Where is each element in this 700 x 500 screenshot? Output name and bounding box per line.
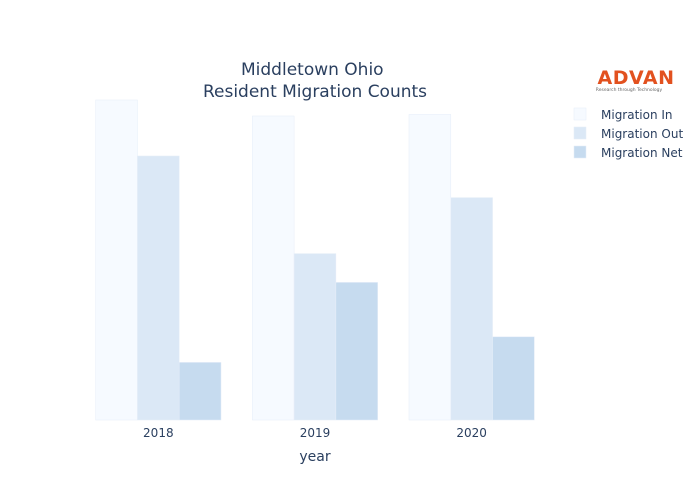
x-tick-label: 2019 xyxy=(300,426,331,440)
chart-title-line-2: Resident Migration Counts xyxy=(203,82,427,102)
bar-migration-net-2019[interactable] xyxy=(335,282,378,421)
bar-migration-out-2019[interactable] xyxy=(293,253,337,421)
legend[interactable]: Migration In Migration Out Migration Net xyxy=(573,107,683,160)
bar-migration-net-2020[interactable] xyxy=(492,336,535,421)
x-tick-label: 2020 xyxy=(456,426,487,440)
legend-label: Migration In xyxy=(601,108,673,122)
x-axis-title: year xyxy=(299,449,330,465)
legend-swatch xyxy=(573,107,587,121)
chart-title: Middletown Ohio Resident Migration Count… xyxy=(203,60,427,102)
legend-item-migration-in[interactable]: Migration In xyxy=(573,107,673,122)
legend-item-migration-out[interactable]: Migration Out xyxy=(573,126,683,141)
legend-swatch xyxy=(573,126,587,140)
legend-label: Migration Net xyxy=(601,146,683,160)
x-axis-ticks: 2018 2019 2020 xyxy=(143,426,487,440)
logo-name: ADVAN xyxy=(598,67,675,89)
bar-migration-in-2019[interactable] xyxy=(252,115,295,421)
bar-migration-net-2018[interactable] xyxy=(178,362,222,421)
logo-tagline: Research through Technology xyxy=(596,87,663,93)
bar-migration-out-2018[interactable] xyxy=(137,155,180,421)
legend-item-migration-net[interactable]: Migration Net xyxy=(573,145,683,160)
x-tick-label: 2018 xyxy=(143,426,174,440)
plot-area xyxy=(95,99,535,421)
legend-label: Migration Out xyxy=(601,127,683,141)
advan-logo: ADVAN Research through Technology xyxy=(596,67,675,93)
bar-migration-in-2018[interactable] xyxy=(95,99,138,421)
bar-migration-out-2020[interactable] xyxy=(450,197,493,421)
chart-title-line-1: Middletown Ohio xyxy=(241,60,384,80)
bar-migration-in-2020[interactable] xyxy=(408,114,452,421)
legend-swatch xyxy=(573,145,587,159)
